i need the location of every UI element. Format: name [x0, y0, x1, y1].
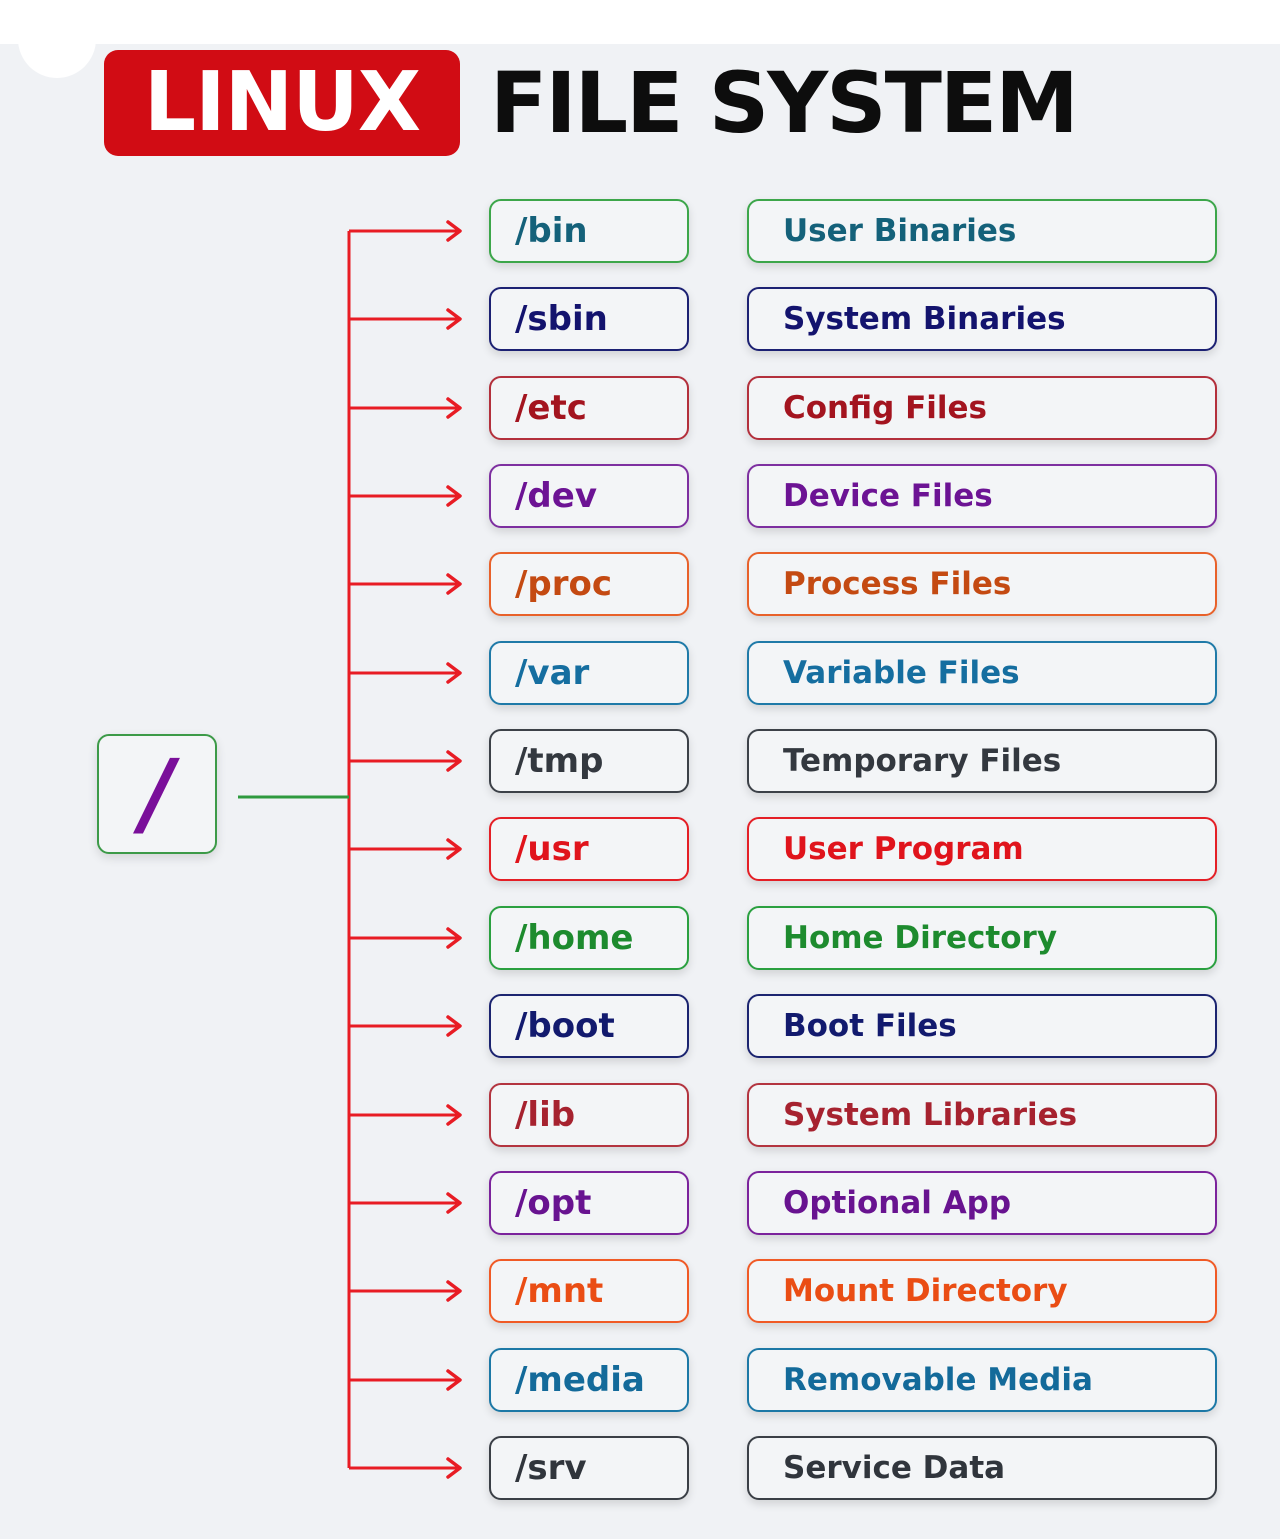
- directory-description-box: Home Directory: [747, 906, 1217, 970]
- directory-description-box: Process Files: [747, 552, 1217, 616]
- title-highlight: LINUX: [143, 55, 421, 150]
- directory-description: Config Files: [783, 389, 987, 426]
- directory-path: /boot: [515, 1006, 615, 1046]
- directory-row-tmp: /tmp Temporary Files: [0, 729, 1280, 793]
- directory-description: Temporary Files: [783, 742, 1062, 779]
- directory-description: Removable Media: [783, 1361, 1093, 1398]
- directory-path-box: /media: [489, 1348, 689, 1412]
- directory-description-box: System Binaries: [747, 287, 1217, 351]
- directory-path-box: /opt: [489, 1171, 689, 1235]
- arrowhead-icon: [446, 662, 462, 684]
- directory-row-dev: /dev Device Files: [0, 464, 1280, 528]
- directory-path-box: /usr: [489, 817, 689, 881]
- directory-description: Process Files: [783, 565, 1012, 602]
- directory-row-mnt: /mnt Mount Directory: [0, 1259, 1280, 1323]
- arrowhead-icon: [446, 1104, 462, 1126]
- arrowhead-icon: [446, 1015, 462, 1037]
- directory-row-boot: /boot Boot Files: [0, 994, 1280, 1058]
- directory-row-sbin: /sbin System Binaries: [0, 287, 1280, 351]
- directory-description-box: Variable Files: [747, 641, 1217, 705]
- directory-path: /home: [515, 918, 634, 958]
- directory-description-box: Temporary Files: [747, 729, 1217, 793]
- directory-description-box: User Binaries: [747, 199, 1217, 263]
- directory-path-box: /mnt: [489, 1259, 689, 1323]
- directory-description-box: Optional App: [747, 1171, 1217, 1235]
- directory-description-box: User Program: [747, 817, 1217, 881]
- root-directory-node: /: [97, 734, 217, 854]
- directory-path: /var: [515, 653, 590, 693]
- directory-path: /etc: [515, 388, 587, 428]
- arrowhead-icon: [446, 927, 462, 949]
- directory-description: System Libraries: [783, 1096, 1078, 1133]
- directory-path-box: /boot: [489, 994, 689, 1058]
- directory-description: Service Data: [783, 1449, 1006, 1486]
- directory-row-proc: /proc Process Files: [0, 552, 1280, 616]
- directory-path-box: /tmp: [489, 729, 689, 793]
- directory-path-box: /etc: [489, 376, 689, 440]
- directory-path: /proc: [515, 564, 613, 604]
- directory-row-bin: /bin User Binaries: [0, 199, 1280, 263]
- arrowhead-icon: [446, 308, 462, 330]
- directory-row-etc: /etc Config Files: [0, 376, 1280, 440]
- directory-path-box: /var: [489, 641, 689, 705]
- arrowhead-icon: [446, 1369, 462, 1391]
- arrowhead-icon: [446, 220, 462, 242]
- directory-path: /media: [515, 1360, 645, 1400]
- arrowhead-icon: [446, 573, 462, 595]
- directory-row-srv: /srv Service Data: [0, 1436, 1280, 1500]
- page-title: FILE SYSTEM: [490, 54, 1079, 152]
- directory-description: Variable Files: [783, 654, 1020, 691]
- title-badge: LINUX: [104, 50, 460, 156]
- arrowhead-icon: [446, 1280, 462, 1302]
- directory-path: /bin: [515, 211, 588, 251]
- directory-description-box: System Libraries: [747, 1083, 1217, 1147]
- directory-description-box: Service Data: [747, 1436, 1217, 1500]
- directory-description: Optional App: [783, 1184, 1012, 1221]
- directory-path: /sbin: [515, 299, 608, 339]
- directory-description-box: Config Files: [747, 376, 1217, 440]
- directory-description: Device Files: [783, 477, 993, 514]
- directory-path: /opt: [515, 1183, 592, 1223]
- directory-description: Home Directory: [783, 919, 1058, 956]
- directory-description: User Binaries: [783, 212, 1017, 249]
- directory-path: /usr: [515, 829, 589, 869]
- directory-path-box: /sbin: [489, 287, 689, 351]
- directory-row-usr: /usr User Program: [0, 817, 1280, 881]
- directory-path-box: /proc: [489, 552, 689, 616]
- directory-description-box: Removable Media: [747, 1348, 1217, 1412]
- directory-description-box: Device Files: [747, 464, 1217, 528]
- arrowhead-icon: [446, 397, 462, 419]
- arrowhead-icon: [446, 1192, 462, 1214]
- directory-row-media: /media Removable Media: [0, 1348, 1280, 1412]
- directory-path-box: /home: [489, 906, 689, 970]
- directory-path-box: /srv: [489, 1436, 689, 1500]
- directory-description: System Binaries: [783, 300, 1066, 337]
- top-strip: [0, 0, 1280, 44]
- directory-description: Boot Files: [783, 1007, 957, 1044]
- directory-path: /lib: [515, 1095, 576, 1135]
- directory-description: Mount Directory: [783, 1272, 1068, 1309]
- directory-path-box: /dev: [489, 464, 689, 528]
- directory-path: /dev: [515, 476, 597, 516]
- arrowhead-icon: [446, 750, 462, 772]
- directory-row-home: /home Home Directory: [0, 906, 1280, 970]
- directory-row-var: /var Variable Files: [0, 641, 1280, 705]
- arrowhead-icon: [446, 485, 462, 507]
- directory-path: /srv: [515, 1448, 587, 1488]
- directory-path: /tmp: [515, 741, 604, 781]
- directory-description-box: Boot Files: [747, 994, 1217, 1058]
- arrowhead-icon: [446, 1457, 462, 1479]
- directory-row-lib: /lib System Libraries: [0, 1083, 1280, 1147]
- directory-path-box: /lib: [489, 1083, 689, 1147]
- directory-path-box: /bin: [489, 199, 689, 263]
- directory-description-box: Mount Directory: [747, 1259, 1217, 1323]
- arrowhead-icon: [446, 838, 462, 860]
- directory-row-opt: /opt Optional App: [0, 1171, 1280, 1235]
- directory-description: User Program: [783, 830, 1024, 867]
- directory-path: /mnt: [515, 1271, 604, 1311]
